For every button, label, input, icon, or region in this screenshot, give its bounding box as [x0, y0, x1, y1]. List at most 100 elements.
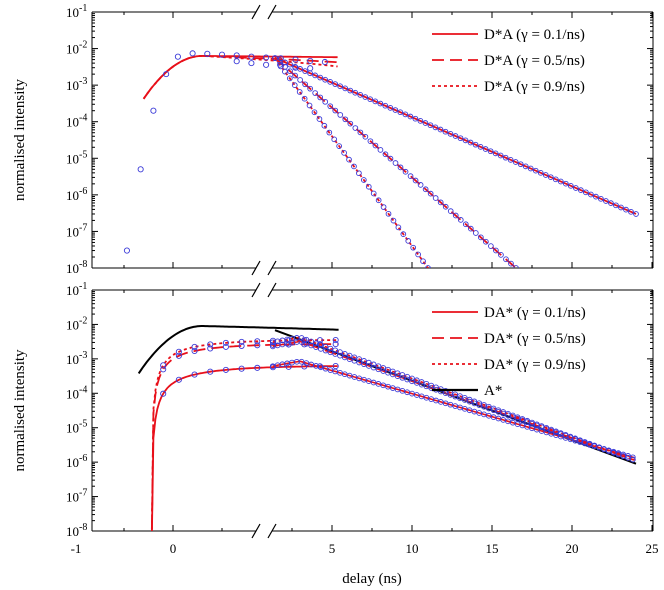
data-marker	[322, 98, 329, 105]
data-marker	[552, 176, 559, 183]
data-marker	[629, 456, 636, 463]
data-marker	[316, 337, 324, 344]
data-marker	[490, 405, 497, 412]
data-marker	[495, 407, 502, 414]
data-marker	[562, 180, 569, 187]
data-marker	[628, 208, 634, 215]
data-marker	[420, 258, 426, 265]
data-marker	[409, 375, 415, 382]
data-marker	[437, 199, 444, 206]
data-marker	[513, 265, 519, 268]
data-marker	[472, 230, 479, 236]
data-marker	[471, 398, 478, 405]
data-marker	[524, 417, 531, 424]
data-marker	[238, 338, 245, 345]
data-marker	[457, 393, 463, 399]
data-marker	[394, 370, 401, 377]
data-marker	[476, 400, 483, 407]
y-axis-title: normalised intensity	[12, 78, 28, 201]
data-marker	[341, 150, 347, 156]
data-marker	[306, 102, 313, 109]
data-marker	[425, 265, 431, 268]
x-tick-label: -1	[71, 541, 82, 556]
data-marker	[633, 211, 639, 217]
data-marker	[346, 156, 352, 163]
data-marker	[472, 141, 479, 148]
data-marker	[332, 337, 339, 344]
data-marker	[432, 124, 439, 131]
data-marker	[285, 363, 292, 370]
data-marker	[605, 447, 612, 454]
data-marker	[461, 395, 468, 401]
data-marker	[277, 63, 284, 70]
data-marker	[538, 423, 545, 429]
data-marker	[417, 118, 424, 124]
y-tick-label: 10-6	[66, 453, 87, 470]
y-axis-title: normalised intensity	[12, 349, 28, 472]
data-marker	[502, 154, 509, 161]
data-marker	[327, 349, 334, 356]
y-tick-label: 10-8	[66, 259, 87, 276]
data-marker	[508, 260, 514, 267]
data-marker	[316, 341, 324, 348]
panel-bottom: 10-810-710-610-510-410-310-210-1normalis…	[12, 281, 659, 587]
data-marker	[542, 172, 549, 178]
data-marker	[361, 358, 367, 364]
data-marker	[316, 116, 323, 122]
data-marker	[452, 212, 459, 219]
x-tick-label: 5	[329, 541, 336, 556]
x-axis-title: delay (ns)	[342, 571, 402, 587]
data-marker	[263, 61, 270, 68]
data-marker	[123, 247, 130, 254]
data-marker	[360, 177, 367, 183]
x-tick-label: 25	[646, 541, 659, 556]
break-mark	[251, 260, 261, 276]
data-marker	[332, 347, 339, 354]
data-marker	[417, 182, 424, 188]
data-marker	[562, 432, 569, 438]
legend-label: DA* (γ = 0.5/ns)	[484, 331, 586, 347]
data-marker	[572, 185, 579, 191]
data-marker	[347, 120, 354, 127]
data-marker	[332, 363, 339, 370]
data-marker	[191, 347, 198, 355]
data-marker	[272, 55, 278, 61]
series-line-right	[274, 57, 517, 268]
data-marker	[160, 390, 167, 397]
break-mark	[267, 523, 277, 539]
data-marker	[352, 89, 359, 96]
data-marker	[341, 354, 348, 361]
data-marker	[292, 56, 299, 63]
data-marker	[351, 357, 358, 364]
data-marker	[467, 139, 474, 146]
data-marker	[492, 150, 499, 157]
data-marker	[291, 82, 298, 89]
data-marker	[307, 57, 314, 64]
data-marker	[317, 74, 323, 81]
data-marker	[263, 54, 270, 61]
data-marker	[233, 58, 240, 65]
data-marker	[527, 165, 534, 172]
legend-label: DA* (γ = 0.1/ns)	[484, 305, 586, 321]
data-marker	[586, 440, 593, 447]
y-tick-label: 10-7	[66, 488, 87, 505]
data-marker	[577, 437, 583, 444]
data-marker	[387, 105, 394, 111]
data-marker	[404, 373, 411, 380]
data-marker	[399, 372, 406, 378]
data-marker	[313, 340, 319, 347]
data-marker	[432, 195, 439, 201]
data-marker	[387, 155, 394, 162]
data-marker	[301, 341, 308, 348]
data-marker	[367, 138, 374, 145]
y-tick-label: 10-7	[66, 222, 87, 239]
data-marker	[321, 58, 328, 66]
data-marker	[572, 435, 579, 442]
x-tick-label: 10	[406, 541, 419, 556]
data-marker	[462, 137, 469, 144]
y-tick-label: 10-2	[66, 40, 87, 57]
data-marker	[382, 102, 389, 109]
data-marker	[269, 364, 277, 371]
data-marker	[537, 169, 544, 176]
data-marker	[462, 221, 469, 228]
